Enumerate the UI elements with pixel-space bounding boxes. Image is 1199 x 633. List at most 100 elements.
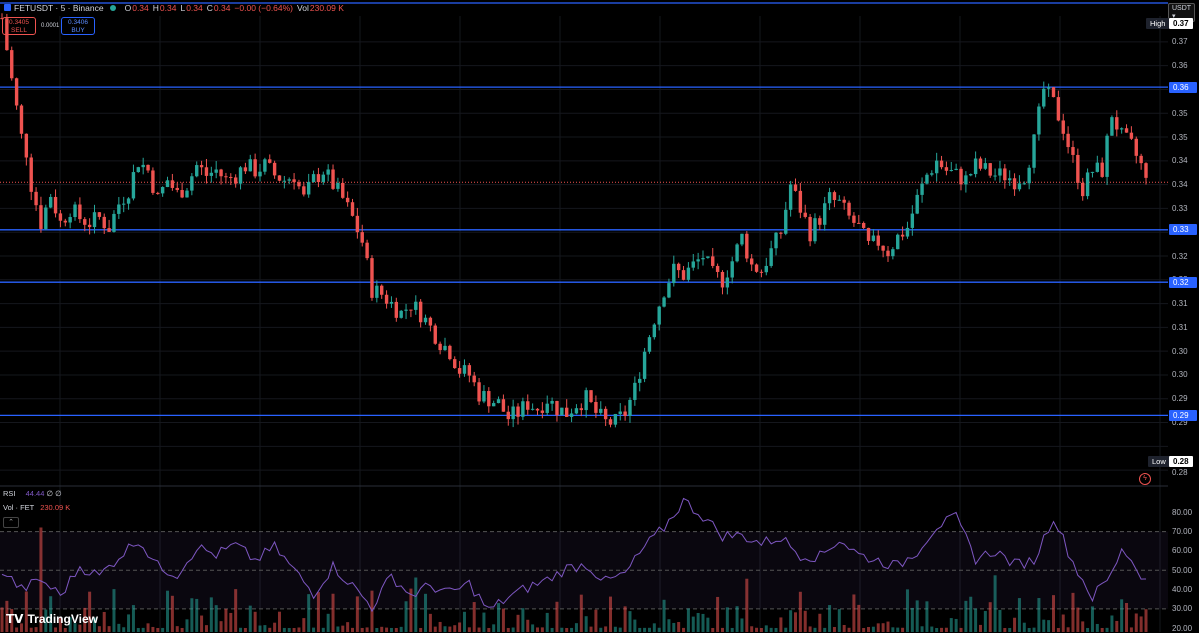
candle-body	[608, 419, 613, 425]
tradingview-logo[interactable]: 𝗧𝗩 TradingView	[6, 612, 98, 626]
candle-body	[170, 180, 175, 188]
price-axis[interactable]: USDT ▾ 0.370.360.360.350.350.340.340.330…	[1168, 0, 1199, 633]
candle-body	[394, 301, 399, 318]
volume-bar	[579, 594, 583, 632]
candle-body	[409, 309, 413, 311]
volume-bar	[10, 608, 14, 632]
volume-bar	[458, 622, 462, 632]
candle-body	[68, 217, 72, 223]
candle-body	[706, 256, 710, 258]
volume-bar	[594, 609, 598, 632]
buy-button[interactable]: 0.3406 BUY	[61, 17, 95, 35]
candle-body	[277, 175, 282, 181]
volume-bar	[277, 611, 281, 632]
alert-bolt-icon[interactable]: ϟ	[1139, 473, 1151, 485]
candle-body	[1007, 178, 1012, 181]
candle-body	[823, 203, 827, 225]
candle-body	[711, 256, 715, 266]
price-level-tag[interactable]: 0.29	[1169, 409, 1197, 421]
volume-bar	[1022, 622, 1026, 632]
volume-legend[interactable]: Vol · FET 230.09 K	[3, 503, 70, 512]
candle-body	[331, 169, 335, 189]
candle-body	[355, 215, 360, 233]
candle-body	[939, 160, 944, 168]
price-tick-label: 0.36	[1172, 61, 1188, 71]
volume-bar	[750, 626, 754, 632]
volume-bar	[511, 627, 515, 632]
volume-bar	[886, 621, 890, 632]
candle-body	[915, 194, 919, 214]
volume-bar	[793, 612, 797, 632]
price-tick-label: 0.32	[1172, 251, 1188, 261]
volume-bar	[808, 626, 812, 632]
candle-body	[564, 407, 569, 417]
collapse-legend-button[interactable]: ⌃	[3, 517, 19, 528]
rsi-tick-label: 80.00	[1172, 507, 1193, 517]
volume-bar	[462, 611, 466, 632]
candle-body	[623, 411, 627, 416]
candle-body	[784, 209, 788, 234]
close-value: 0.34	[213, 3, 231, 13]
volume-bar	[998, 609, 1002, 632]
volume-bar	[326, 613, 330, 632]
price-tick-label: 0.33	[1172, 203, 1188, 213]
volume-bar	[360, 627, 364, 632]
candle-body	[803, 212, 807, 217]
candle-body	[1017, 183, 1022, 190]
volume-bar	[68, 617, 72, 632]
volume-bar	[1086, 627, 1090, 632]
candle-body	[735, 244, 739, 262]
volume-bar	[268, 627, 272, 632]
candle-body	[681, 270, 686, 280]
open-value: 0.34	[132, 3, 149, 13]
symbol-title[interactable]: FETUSDT · 5 · Binance	[14, 3, 104, 13]
volume-bar	[166, 590, 170, 632]
volume-bar	[789, 610, 793, 632]
candle-body	[24, 133, 29, 158]
volume-bar	[954, 618, 958, 632]
candle-body	[866, 227, 871, 241]
price-level-tag[interactable]: 0.36	[1169, 81, 1197, 93]
candle-body	[92, 212, 97, 228]
volume-bar	[652, 623, 656, 632]
candle-body	[642, 351, 647, 379]
candle-body	[219, 169, 223, 177]
volume-bar	[122, 627, 126, 632]
volume-bar	[720, 627, 724, 632]
candle-body	[418, 301, 423, 323]
candle-body	[842, 199, 846, 203]
candle-body	[633, 382, 637, 400]
candle-body	[19, 105, 24, 134]
volume-bar	[837, 609, 841, 632]
rsi-legend[interactable]: RSI 44.44 ∅ ∅	[3, 489, 62, 498]
volume-bar	[555, 601, 559, 632]
candle-body	[141, 164, 145, 168]
volume-bar	[506, 627, 510, 632]
candle-body	[384, 294, 389, 304]
volume-bar	[813, 627, 817, 632]
volume-bar	[857, 604, 861, 632]
volume-bar	[803, 610, 807, 632]
candle-body	[676, 263, 681, 271]
volume-bar	[351, 627, 355, 632]
candle-body	[58, 213, 63, 221]
price-level-tag[interactable]: 0.33	[1169, 224, 1197, 236]
candle-body	[730, 261, 734, 278]
candle-body	[39, 205, 43, 229]
candle-body	[745, 233, 749, 259]
low-marker-label: Low	[1148, 456, 1170, 467]
volume-bar	[701, 613, 705, 632]
price-tick-label: 0.37	[1172, 37, 1188, 47]
volume-bar	[102, 611, 106, 632]
volume-bar	[107, 626, 111, 632]
price-tick-label: 0.31	[1172, 299, 1188, 309]
change-value: −0.00 (−0.64%)	[234, 3, 294, 13]
volume-bar	[876, 623, 880, 632]
candle-body	[48, 196, 53, 208]
volume-bar	[467, 627, 471, 632]
candle-body	[73, 204, 77, 218]
sell-button[interactable]: 0.3405 SELL	[2, 17, 36, 35]
price-level-tag[interactable]: 0.32	[1169, 276, 1197, 288]
volume-bar	[141, 627, 145, 632]
